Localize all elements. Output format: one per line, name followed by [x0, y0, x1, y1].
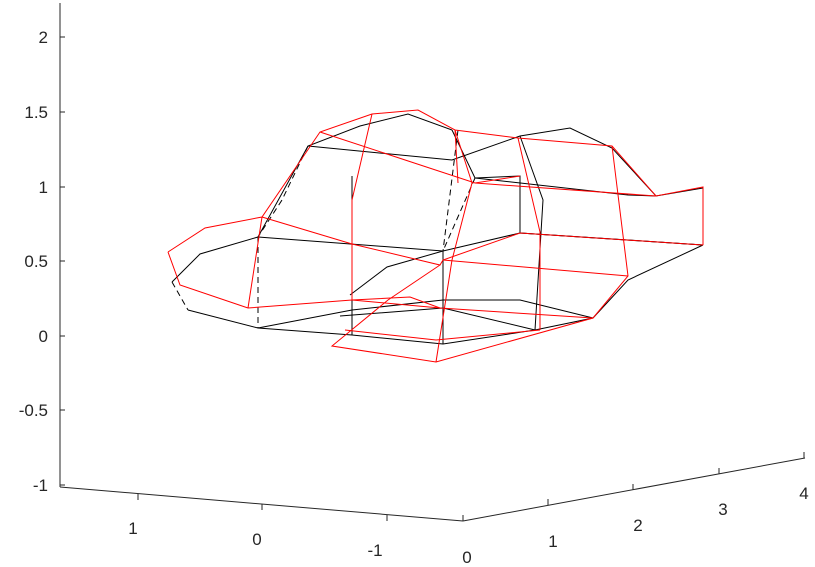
- black-edge-dashed: [171, 281, 189, 311]
- z-tick-label: 0.5: [24, 252, 48, 271]
- black-edge: [474, 177, 657, 197]
- z-tick-label: 0: [39, 327, 48, 346]
- red-edge: [167, 251, 249, 309]
- series-black-wireframe: [171, 113, 704, 345]
- right-tick-label: 1: [548, 532, 557, 551]
- red-edge: [319, 131, 521, 184]
- right-tick-label: 3: [718, 500, 727, 519]
- red-edge: [435, 129, 473, 363]
- red-edge: [167, 109, 704, 253]
- black-edge: [307, 127, 704, 245]
- left-tick-label: 1: [128, 519, 137, 538]
- red-edge: [247, 299, 594, 319]
- right-tick-label: 4: [799, 484, 808, 503]
- z-tick-label: -1: [33, 476, 48, 495]
- red-edge: [344, 329, 541, 341]
- red-edge: [517, 137, 541, 330]
- black-edge: [339, 307, 536, 331]
- left-tick-label: 0: [252, 530, 261, 549]
- tick-marks: [60, 36, 805, 521]
- red-edge: [474, 182, 657, 197]
- red-edge: [247, 216, 263, 309]
- black-edge: [349, 250, 444, 296]
- black-edge: [171, 113, 453, 283]
- red-edge: [351, 296, 441, 309]
- black-edge-dashed: [442, 129, 459, 252]
- left-tick-label: -1: [367, 541, 382, 560]
- black-edge: [187, 244, 704, 345]
- tick-labels: 2 1.5 1 0.5 0 -0.5 -1 1 0 -1 0 1 2 3 4: [19, 28, 809, 567]
- black-edge: [451, 129, 521, 233]
- right-tick-label: 0: [462, 548, 471, 567]
- red-edge: [442, 259, 629, 277]
- right-tick-label: 2: [633, 516, 642, 535]
- red-edge: [261, 216, 704, 266]
- red-edge: [454, 129, 459, 184]
- black-edge: [519, 135, 544, 331]
- z-tick-label: 1.5: [24, 103, 48, 122]
- z-tick-label: 2: [39, 28, 48, 47]
- black-edge: [257, 299, 594, 329]
- right-axis-line: [462, 457, 806, 522]
- z-tick-label: 1: [39, 178, 48, 197]
- series-red-wireframe: [167, 109, 704, 363]
- z-tick-label: -0.5: [19, 401, 48, 420]
- red-edge: [351, 113, 373, 300]
